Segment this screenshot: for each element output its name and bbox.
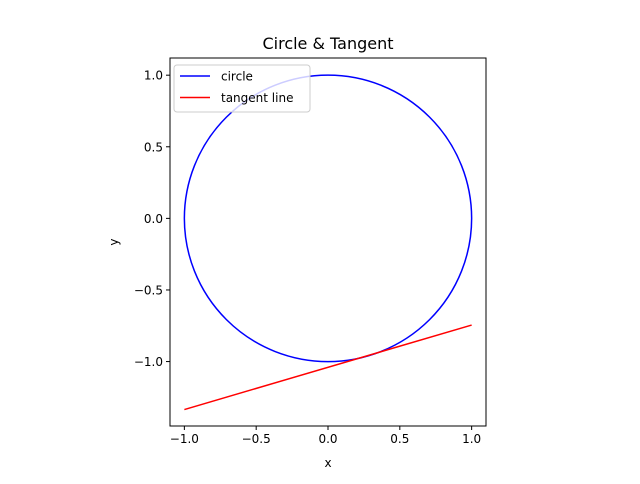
axes: −1.0 −0.5 0.0 0.5 1.0 1.0 0.5 0.0 −0.5 −1.0	[134, 57, 487, 446]
y-tick-label: 1.0	[144, 69, 163, 83]
y-tick-label: −1.0	[134, 355, 163, 369]
x-tick-label: −1.0	[170, 432, 199, 446]
y-tick-label: 0.0	[144, 212, 163, 226]
series-circle	[183, 74, 473, 363]
y-tick-label: −0.5	[134, 283, 163, 297]
legend-label-tangent-line: tangent line	[221, 91, 293, 105]
y-axis-label: y	[107, 238, 121, 245]
x-tick-label: 0.5	[390, 432, 409, 446]
chart-title: Circle & Tangent	[262, 34, 393, 53]
legend: circle tangent line	[173, 64, 311, 113]
x-tick-label: −0.5	[242, 432, 271, 446]
y-tick-label: 0.5	[144, 140, 163, 154]
x-tick-label: 1.0	[462, 432, 481, 446]
legend-label-circle: circle	[221, 70, 253, 84]
x-tick-label: 0.0	[318, 432, 337, 446]
series-tangent-line	[184, 324, 472, 411]
plot-area	[183, 74, 473, 411]
x-axis-label: x	[324, 456, 331, 470]
